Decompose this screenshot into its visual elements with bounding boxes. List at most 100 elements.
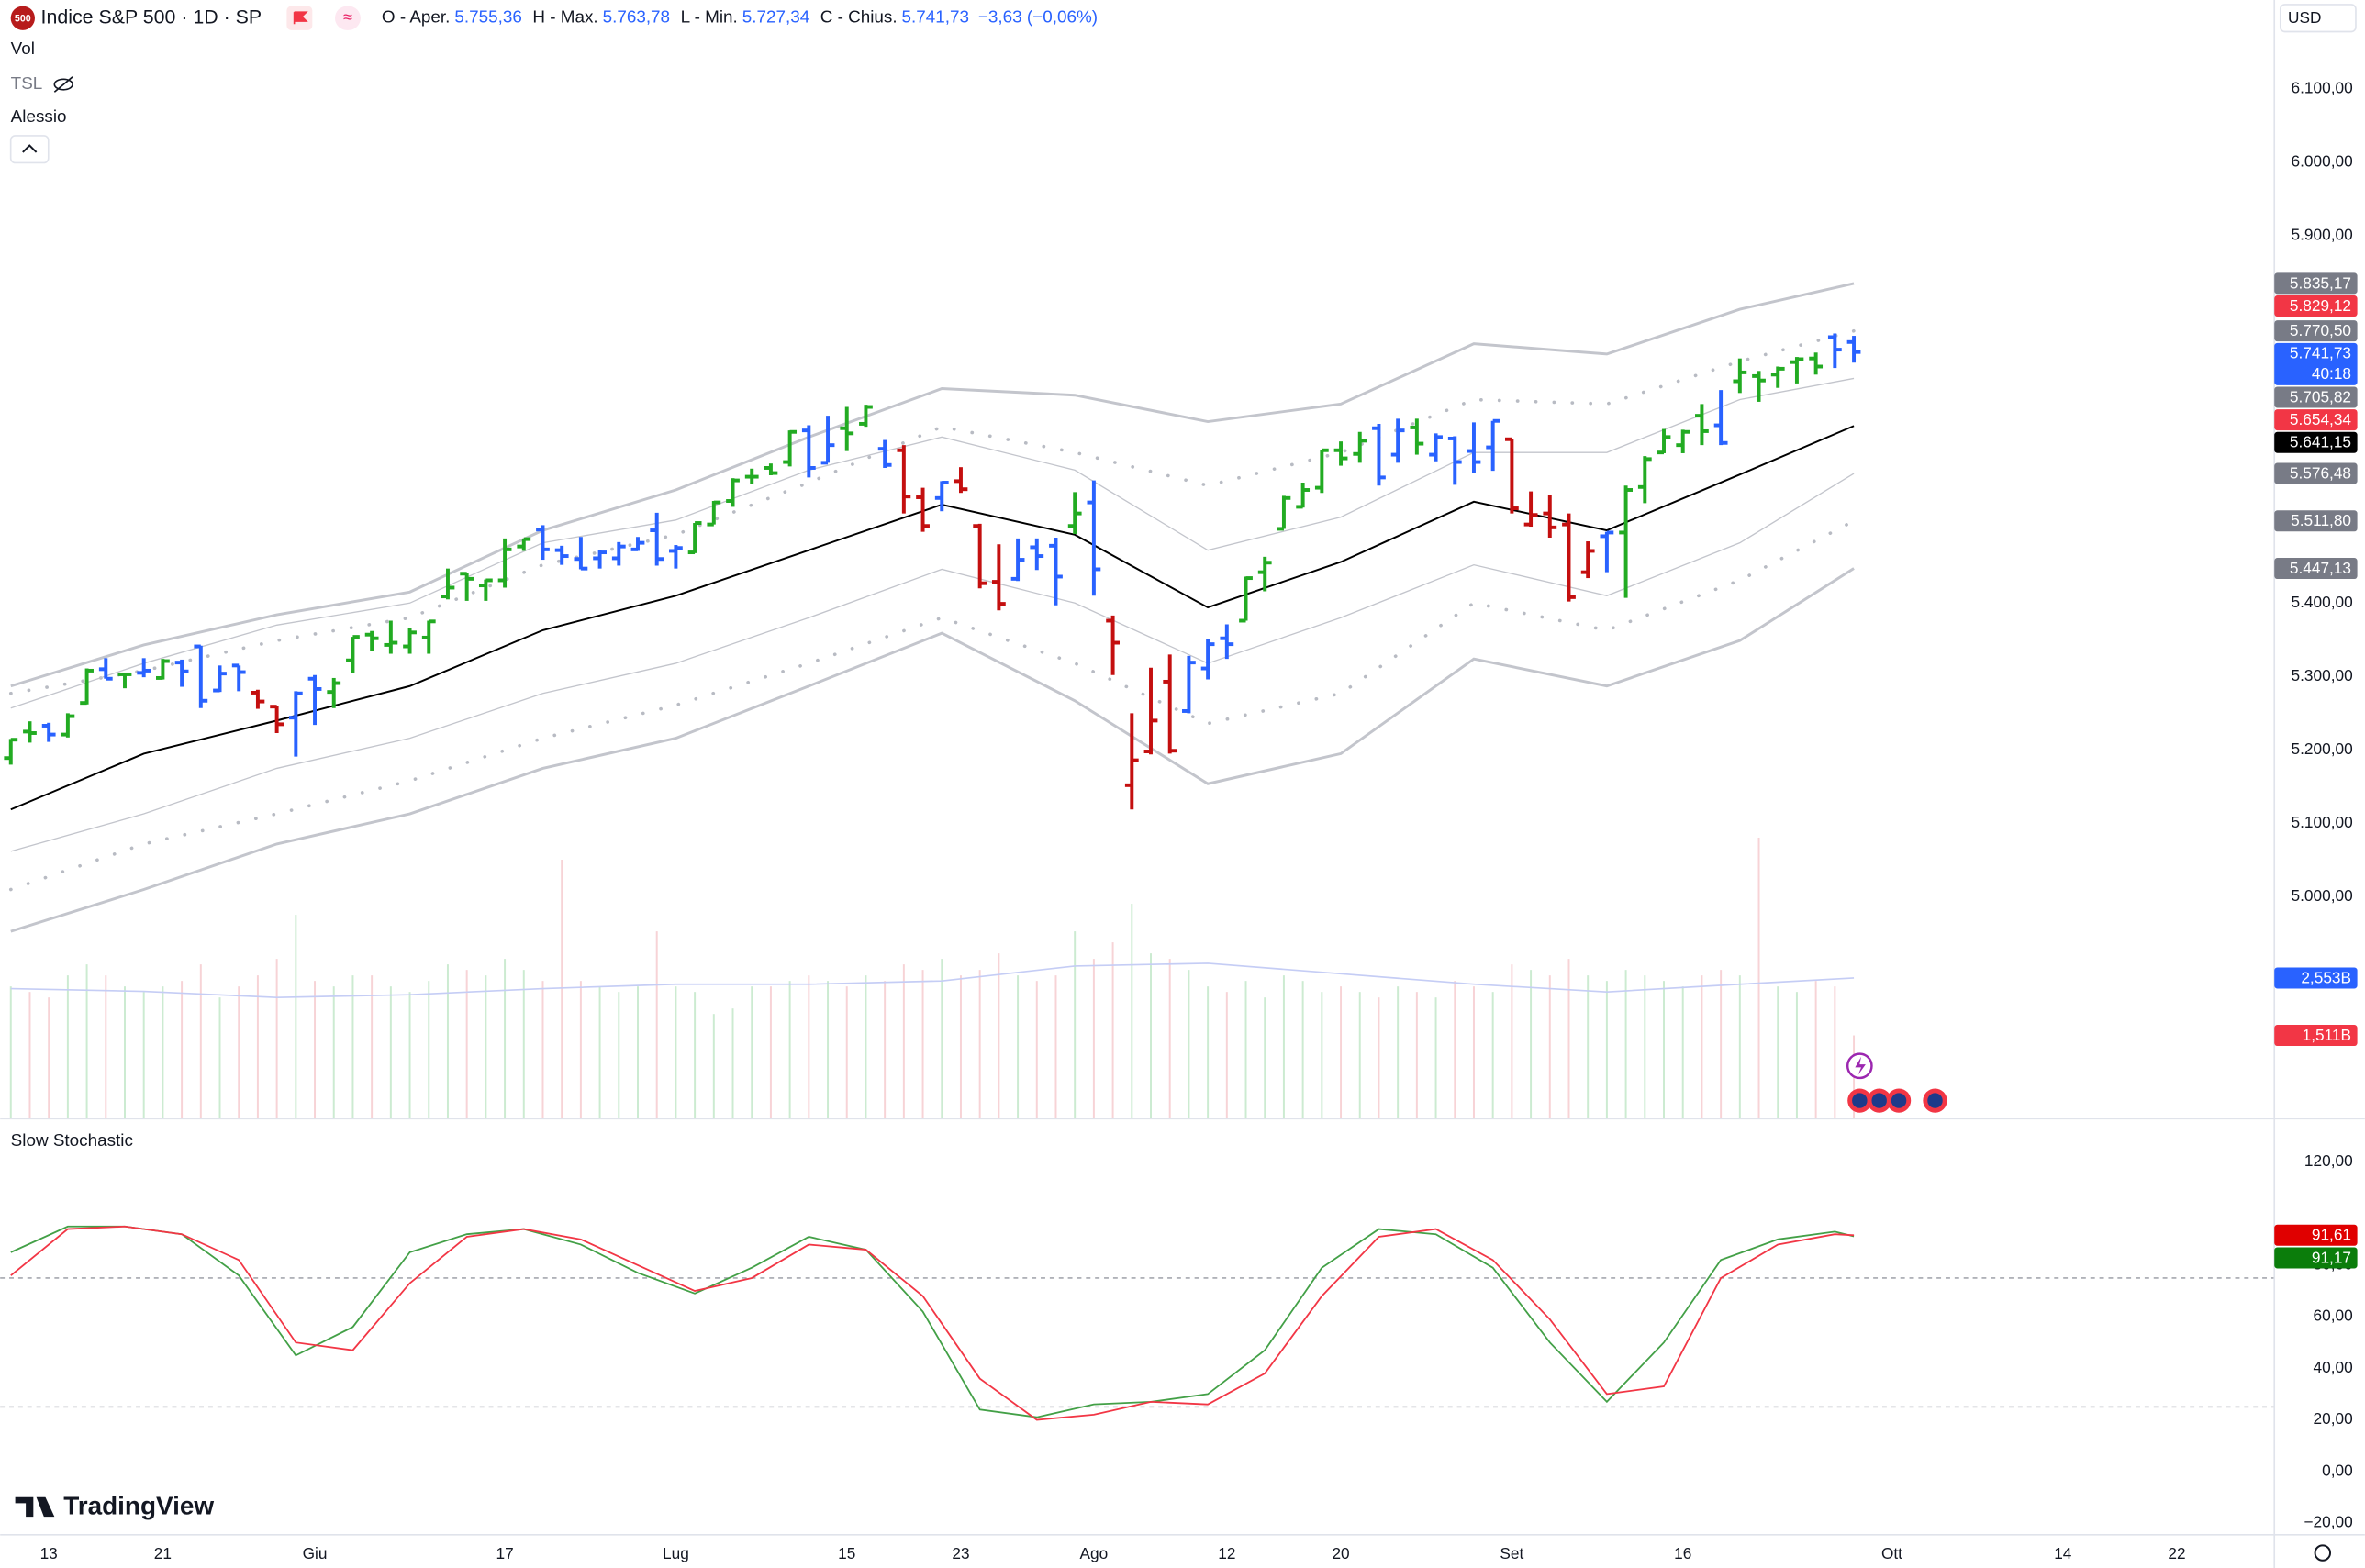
volume-bar bbox=[1111, 942, 1114, 1119]
price-tag bbox=[2274, 342, 2358, 385]
band-line bbox=[10, 282, 1855, 688]
price-tag-label: 5.705,82 bbox=[2290, 387, 2351, 406]
price-tag-label: 5.829,12 bbox=[2290, 296, 2351, 315]
hidden-eye-icon[interactable] bbox=[53, 76, 73, 93]
volume-bar bbox=[238, 986, 240, 1119]
volume-bar bbox=[1814, 981, 1817, 1119]
price-tag-countdown: 40:18 bbox=[2312, 364, 2351, 383]
flag-icon bbox=[293, 11, 308, 25]
wave-button[interactable] bbox=[334, 6, 361, 30]
volume-bar bbox=[1244, 981, 1247, 1119]
economic-events[interactable] bbox=[1847, 1088, 1947, 1113]
y-tick-label: 0,00 bbox=[2322, 1461, 2353, 1479]
volume-bar bbox=[1074, 931, 1077, 1119]
volume-bar bbox=[1644, 975, 1646, 1119]
price-tag-label: 5.641,15 bbox=[2290, 433, 2351, 451]
price-tag bbox=[2274, 462, 2358, 484]
volume-bar bbox=[314, 981, 317, 1119]
collapse-icon bbox=[22, 144, 38, 153]
stochastic-line bbox=[10, 1225, 1855, 1421]
x-tick-label: 14 bbox=[2054, 1544, 2072, 1562]
volume-bar bbox=[1757, 837, 1760, 1119]
y-tick-label: 6.100,00 bbox=[2292, 78, 2353, 96]
volume-bar bbox=[618, 992, 620, 1119]
volume-bar bbox=[637, 986, 639, 1119]
volume-bar bbox=[371, 975, 374, 1119]
ohlc-field-label: O - Aper. bbox=[382, 8, 451, 28]
x-tick-label: 12 bbox=[1218, 1544, 1235, 1562]
volume-bar bbox=[788, 981, 791, 1119]
volume-bar bbox=[181, 981, 184, 1119]
volume-bar bbox=[485, 975, 487, 1119]
volume-bar bbox=[465, 970, 468, 1119]
volume-bar bbox=[1358, 992, 1361, 1119]
settings-icon[interactable] bbox=[2314, 1544, 2332, 1562]
y-tick-label: 40,00 bbox=[2314, 1358, 2353, 1376]
x-tick-label: Set bbox=[1500, 1544, 1523, 1562]
volume-bar bbox=[1131, 904, 1133, 1119]
volume-bar bbox=[1017, 975, 1020, 1119]
ohlc-field-value: 5.763,78 bbox=[603, 8, 670, 28]
volume-bar bbox=[1511, 964, 1513, 1119]
volume-bar bbox=[598, 986, 601, 1119]
volume-bar bbox=[1605, 981, 1608, 1119]
price-tag-label: 5.835,17 bbox=[2290, 273, 2351, 292]
y-tick-label: 120,00 bbox=[2304, 1151, 2353, 1170]
volume-bar bbox=[332, 986, 335, 1119]
volume-bar bbox=[1530, 970, 1533, 1119]
price-tag bbox=[2274, 1247, 2358, 1269]
volume-bar bbox=[1225, 992, 1228, 1119]
indicator-label: Vol bbox=[11, 39, 35, 59]
event-icon-glyph bbox=[1855, 1056, 1866, 1075]
volume-bar bbox=[541, 981, 544, 1119]
volume-bar bbox=[408, 992, 411, 1119]
volume-bar bbox=[275, 959, 278, 1119]
volume-bar bbox=[1035, 981, 1038, 1119]
volume-bar bbox=[1681, 986, 1684, 1119]
ohlc-change: −3,63 (−0,06%) bbox=[978, 8, 1098, 28]
x-tick-label: Ago bbox=[1080, 1544, 1109, 1562]
volume-bar bbox=[9, 986, 12, 1119]
indicator-label: TSL bbox=[11, 74, 43, 94]
x-tick-label: Lug bbox=[663, 1544, 689, 1562]
symbol-title: Indice S&P 500 · 1D · SP bbox=[41, 6, 262, 28]
volume-bar bbox=[1491, 992, 1494, 1119]
price-tag bbox=[2274, 272, 2358, 295]
volume-bar bbox=[902, 964, 905, 1119]
volume-bar bbox=[1624, 970, 1627, 1119]
volume-bar bbox=[865, 975, 867, 1119]
volume-bar bbox=[1587, 975, 1590, 1119]
ohlc-field-label: L - Min. bbox=[681, 8, 738, 28]
volume-bar bbox=[884, 981, 887, 1119]
bands-layer bbox=[8, 282, 1856, 933]
price-tag bbox=[2274, 409, 2358, 431]
pane-title: Slow Stochastic bbox=[11, 1131, 133, 1151]
currency-button[interactable] bbox=[2279, 4, 2357, 33]
ohlc-field-label: H - Max. bbox=[532, 8, 597, 28]
volume-bar bbox=[1207, 986, 1210, 1119]
volume-bar bbox=[1472, 986, 1475, 1119]
volume-bar bbox=[1777, 986, 1779, 1119]
volume-bar bbox=[256, 975, 259, 1119]
ohlc-values: O - Aper. 5.755,36 H - Max. 5.763,78 L - Min… bbox=[382, 8, 1098, 28]
volume-bar bbox=[199, 964, 202, 1119]
volume-bar bbox=[48, 997, 50, 1119]
y-tick-label: 5.400,00 bbox=[2292, 593, 2353, 611]
volume-bar bbox=[446, 964, 449, 1119]
x-tick-label: 23 bbox=[952, 1544, 969, 1562]
y-tick-label: 5.900,00 bbox=[2292, 226, 2353, 244]
volume-bar bbox=[959, 975, 962, 1119]
volume-bar bbox=[1150, 953, 1152, 1119]
y-tick-label: 5.200,00 bbox=[2292, 740, 2353, 758]
price-tag-label: 91,61 bbox=[2312, 1226, 2351, 1244]
collapse-button[interactable] bbox=[9, 135, 50, 164]
volume-bar bbox=[351, 975, 354, 1119]
volume-bar bbox=[1454, 981, 1456, 1119]
price-tag-label: 91,17 bbox=[2312, 1248, 2351, 1266]
y-tick-label: 5.300,00 bbox=[2292, 666, 2353, 684]
ohlc-field-value: 5.727,34 bbox=[742, 8, 809, 28]
axis-layer: 13 21 Giu 17 Lug 15 23 Ago 12 20 Set 16 Ott 14 22 6.100… bbox=[40, 78, 2358, 1562]
volume-bar bbox=[1301, 981, 1304, 1119]
x-tick-label: 17 bbox=[496, 1544, 513, 1562]
